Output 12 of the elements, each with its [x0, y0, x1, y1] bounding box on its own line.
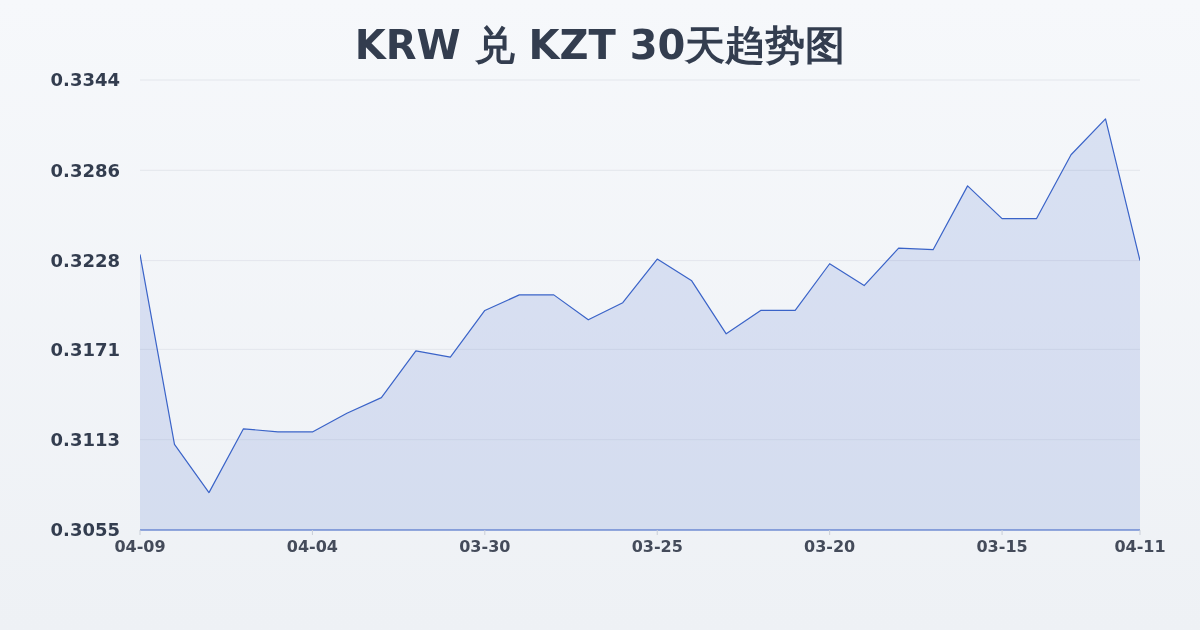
x-tick-label: 04-11	[1114, 537, 1166, 556]
x-tick-label: 03-25	[631, 537, 683, 556]
x-tick-label: 04-04	[286, 537, 338, 556]
x-tick-label: 03-15	[976, 537, 1028, 556]
y-tick-label: 0.3113	[50, 429, 120, 451]
x-tick-label: 03-30	[459, 537, 511, 556]
y-tick-label: 0.3286	[50, 159, 120, 181]
x-tick-label: 03-20	[804, 537, 856, 556]
chart-title: KRW 兑 KZT 30天趋势图	[354, 22, 846, 68]
y-tick-label: 0.3344	[50, 69, 120, 91]
y-tick-label: 0.3171	[50, 338, 120, 360]
y-tick-label: 0.3228	[50, 250, 120, 272]
